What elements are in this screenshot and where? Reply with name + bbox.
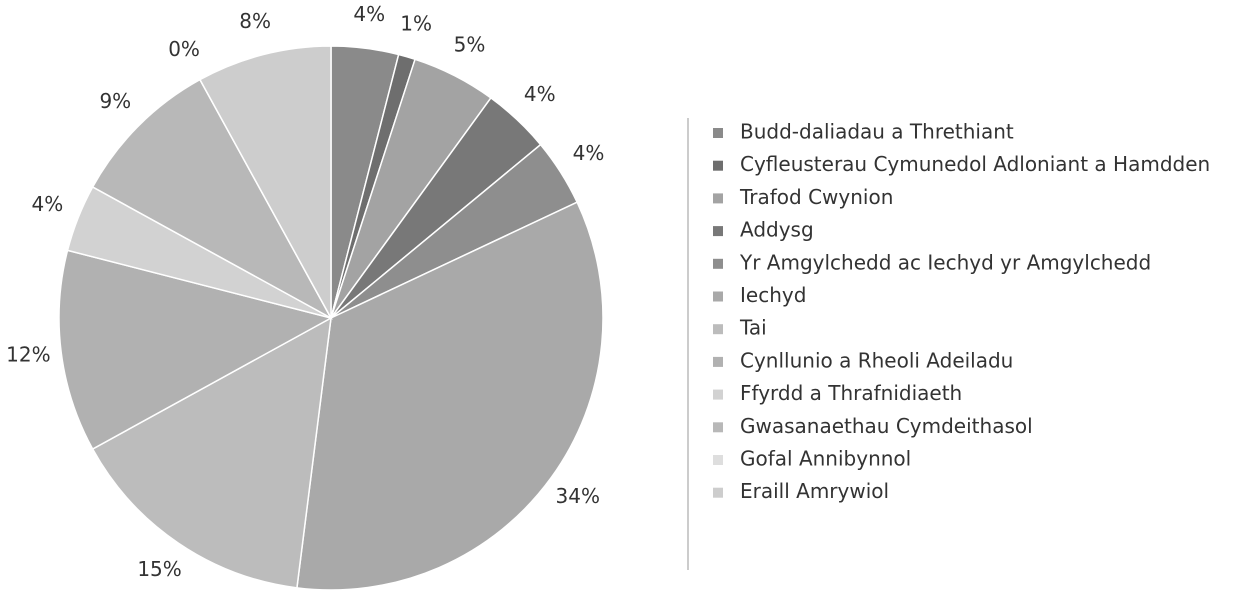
legend-label: Trafod Cwynion (739, 185, 893, 209)
legend-swatch (713, 258, 723, 269)
legend-label: Gofal Annibynnol (740, 447, 911, 471)
legend-label: Yr Amgylchedd ac Iechyd yr Amgylchedd (739, 250, 1151, 274)
legend-swatch (713, 226, 723, 237)
data-label: 12% (6, 343, 50, 367)
data-label: 4% (32, 192, 64, 216)
data-label: 0% (168, 37, 200, 61)
legend-swatch (713, 324, 723, 335)
data-label: 4% (524, 82, 556, 106)
legend-swatch (713, 455, 723, 465)
data-label: 5% (454, 33, 486, 57)
data-label: 34% (556, 484, 600, 508)
legend-swatch (713, 389, 723, 400)
data-label: 9% (99, 89, 131, 113)
data-label: 4% (573, 141, 605, 165)
legend-swatch (713, 422, 723, 433)
legend-label: Cyfleusterau Cymunedol Adloniant a Hamdd… (740, 152, 1210, 176)
legend-swatch (713, 487, 723, 498)
pie-slice (296, 201, 604, 591)
data-label: 15% (137, 557, 181, 581)
pie-slice (91, 78, 333, 320)
legend-swatch (713, 291, 723, 302)
legend-label: Tai (739, 316, 767, 340)
legend-label: Iechyd (740, 283, 806, 307)
legend-label: Addysg (740, 218, 814, 242)
pie-slice (58, 249, 334, 451)
data-label: 1% (400, 12, 432, 36)
legend-label: Ffyrdd a Thrafnidiaeth (740, 381, 962, 405)
data-label: 8% (239, 9, 271, 33)
legend-label: Cynllunio a Rheoli Adeiladu (740, 348, 1013, 372)
pie-slice (198, 45, 332, 319)
legend-label: Budd-daliadau a Threthiant (740, 120, 1014, 144)
legend-swatch (713, 193, 723, 204)
legend-label: Gwasanaethau Cymdeithasol (740, 414, 1033, 438)
data-label: 4% (353, 2, 385, 26)
legend-swatch (713, 128, 723, 138)
pie-slice (91, 316, 332, 589)
legend-label: Eraill Amrywiol (740, 479, 889, 503)
legend-swatch (713, 160, 723, 171)
legend-swatch (713, 356, 723, 367)
